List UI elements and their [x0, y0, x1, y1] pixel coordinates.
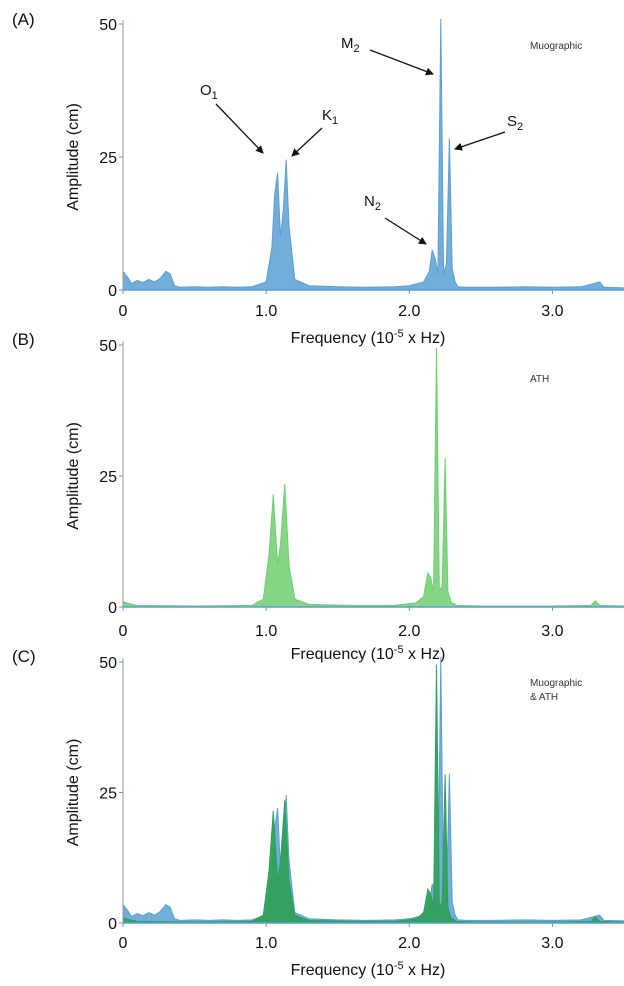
- y-axis-label: Amplitude (cm): [65, 103, 82, 211]
- peak-annotation: N2: [364, 193, 381, 213]
- x-tick-label: 1.0: [255, 303, 277, 320]
- annotation-arrow: [291, 127, 323, 157]
- x-tick-label: 2.0: [398, 303, 420, 320]
- panel-label: (C): [12, 647, 36, 666]
- x-tick-label: 1.0: [255, 935, 277, 952]
- legend-entry: & ATH: [530, 692, 558, 703]
- y-tick-label: 0: [108, 600, 117, 617]
- annotation-arrow: [384, 217, 427, 245]
- panel-c: (C) 0 25 50 0 1.0 2.0 3.0 Frequency (10-5 x Hz) A…: [12, 647, 624, 979]
- y-tick-label: 0: [108, 283, 117, 300]
- legend-entry: Muographic: [530, 41, 582, 52]
- peak-annotation: M2: [341, 35, 360, 55]
- x-tick-label: 2.0: [398, 623, 420, 640]
- panel-a: (A) 0 25 50 0 1.0 2.0 3.0 Frequency (10-5 x Hz) A…: [12, 10, 624, 347]
- annotation-arrow: [369, 49, 434, 76]
- series-area-ath: [122, 664, 624, 924]
- y-tick-label: 50: [99, 338, 117, 355]
- x-tick-label: 0: [119, 935, 128, 952]
- annotation-arrow: [454, 131, 506, 151]
- y-axis-label: Amplitude (cm): [65, 739, 82, 847]
- y-axis-label: Amplitude (cm): [65, 422, 82, 530]
- panel-label: (B): [12, 330, 35, 349]
- x-axis-label: Frequency (10-5 x Hz): [291, 328, 446, 347]
- x-tick-label: 2.0: [398, 935, 420, 952]
- peak-annotation: S2: [507, 113, 523, 133]
- peak-annotation: O1: [200, 82, 218, 102]
- x-tick-label: 3.0: [541, 935, 563, 952]
- y-tick-label: 25: [99, 786, 117, 803]
- annotation-arrow: [215, 103, 264, 154]
- x-tick-label: 1.0: [255, 623, 277, 640]
- legend-entry: Muographic: [530, 678, 582, 689]
- panel-b: (B) 0 25 50 0 1.0 2.0 3.0 Frequency (10-5 x Hz) A…: [12, 330, 624, 663]
- x-tick-label: 0: [119, 623, 128, 640]
- series-area-muographic: [122, 656, 624, 924]
- y-tick-label: 50: [99, 655, 117, 672]
- x-tick-label: 3.0: [541, 303, 563, 320]
- y-tick-label: 0: [108, 916, 117, 933]
- series-area-muographic: [122, 18, 624, 291]
- x-tick-label: 3.0: [541, 623, 563, 640]
- panel-label: (A): [12, 10, 35, 29]
- x-axis-label: Frequency (10-5 x Hz): [291, 960, 446, 979]
- peak-annotation: K1: [322, 107, 338, 127]
- legend-entry: ATH: [530, 374, 549, 385]
- x-tick-label: 0: [119, 303, 128, 320]
- y-tick-label: 25: [99, 150, 117, 167]
- series-area-ath: [122, 347, 624, 608]
- x-axis-label: Frequency (10-5 x Hz): [291, 644, 446, 663]
- y-tick-label: 25: [99, 469, 117, 486]
- y-tick-label: 50: [99, 17, 117, 34]
